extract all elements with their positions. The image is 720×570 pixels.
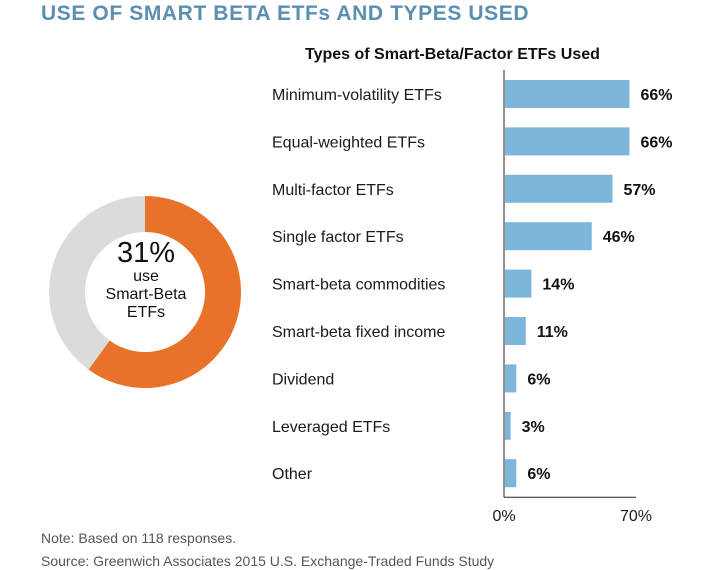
value-label: 57% xyxy=(623,182,655,199)
note-text: Note: Based on 118 responses. xyxy=(41,530,237,546)
bar xyxy=(505,364,517,393)
category-label: Dividend xyxy=(272,371,334,388)
donut-label-smart-beta: Smart-Beta xyxy=(105,286,187,303)
value-label: 66% xyxy=(640,134,672,151)
category-label: Other xyxy=(272,466,313,483)
category-label: Smart-beta fixed income xyxy=(272,324,446,341)
donut-center-label: 31% use Smart-Beta ETFs xyxy=(88,238,204,322)
donut-rest-segment xyxy=(48,196,145,370)
bar-chart-title: Types of Smart-Beta/Factor ETFs Used xyxy=(305,46,600,63)
tick-label: 0% xyxy=(492,508,515,525)
category-label: Single factor ETFs xyxy=(272,229,404,246)
bar xyxy=(505,222,592,251)
value-label: 66% xyxy=(640,87,672,104)
donut-label-etfs: ETFs xyxy=(126,304,166,321)
bar xyxy=(505,80,630,108)
bar-chart: Minimum-volatility ETFs 66% Equal-weighted… xyxy=(272,70,672,525)
category-label: Leveraged ETFs xyxy=(272,419,390,436)
category-label: Multi-factor ETFs xyxy=(272,182,394,199)
value-label: 6% xyxy=(527,371,550,388)
donut-label-use: use xyxy=(133,268,159,285)
value-label: 46% xyxy=(603,229,635,246)
source-text: Source: Greenwich Associates 2015 U.S. E… xyxy=(41,553,495,569)
bar xyxy=(505,269,532,298)
bar xyxy=(505,317,526,345)
value-label: 6% xyxy=(527,466,550,483)
category-label: Smart-beta commodities xyxy=(272,277,445,294)
donut-chart xyxy=(48,196,241,388)
bar xyxy=(505,459,517,488)
tick-label: 70% xyxy=(620,508,652,525)
bar xyxy=(505,411,511,440)
bar xyxy=(505,127,630,156)
value-label: 3% xyxy=(522,419,545,436)
category-label: Equal-weighted ETFs xyxy=(272,134,425,151)
page-title: USE OF SMART BETA ETFs AND TYPES USED xyxy=(41,2,530,25)
value-label: 11% xyxy=(537,324,568,341)
category-label: Minimum-volatility ETFs xyxy=(272,87,442,104)
value-label: 14% xyxy=(542,277,574,294)
donut-percent: 31% xyxy=(116,237,176,269)
bar xyxy=(505,174,613,203)
donut-highlight-segment xyxy=(88,196,241,388)
